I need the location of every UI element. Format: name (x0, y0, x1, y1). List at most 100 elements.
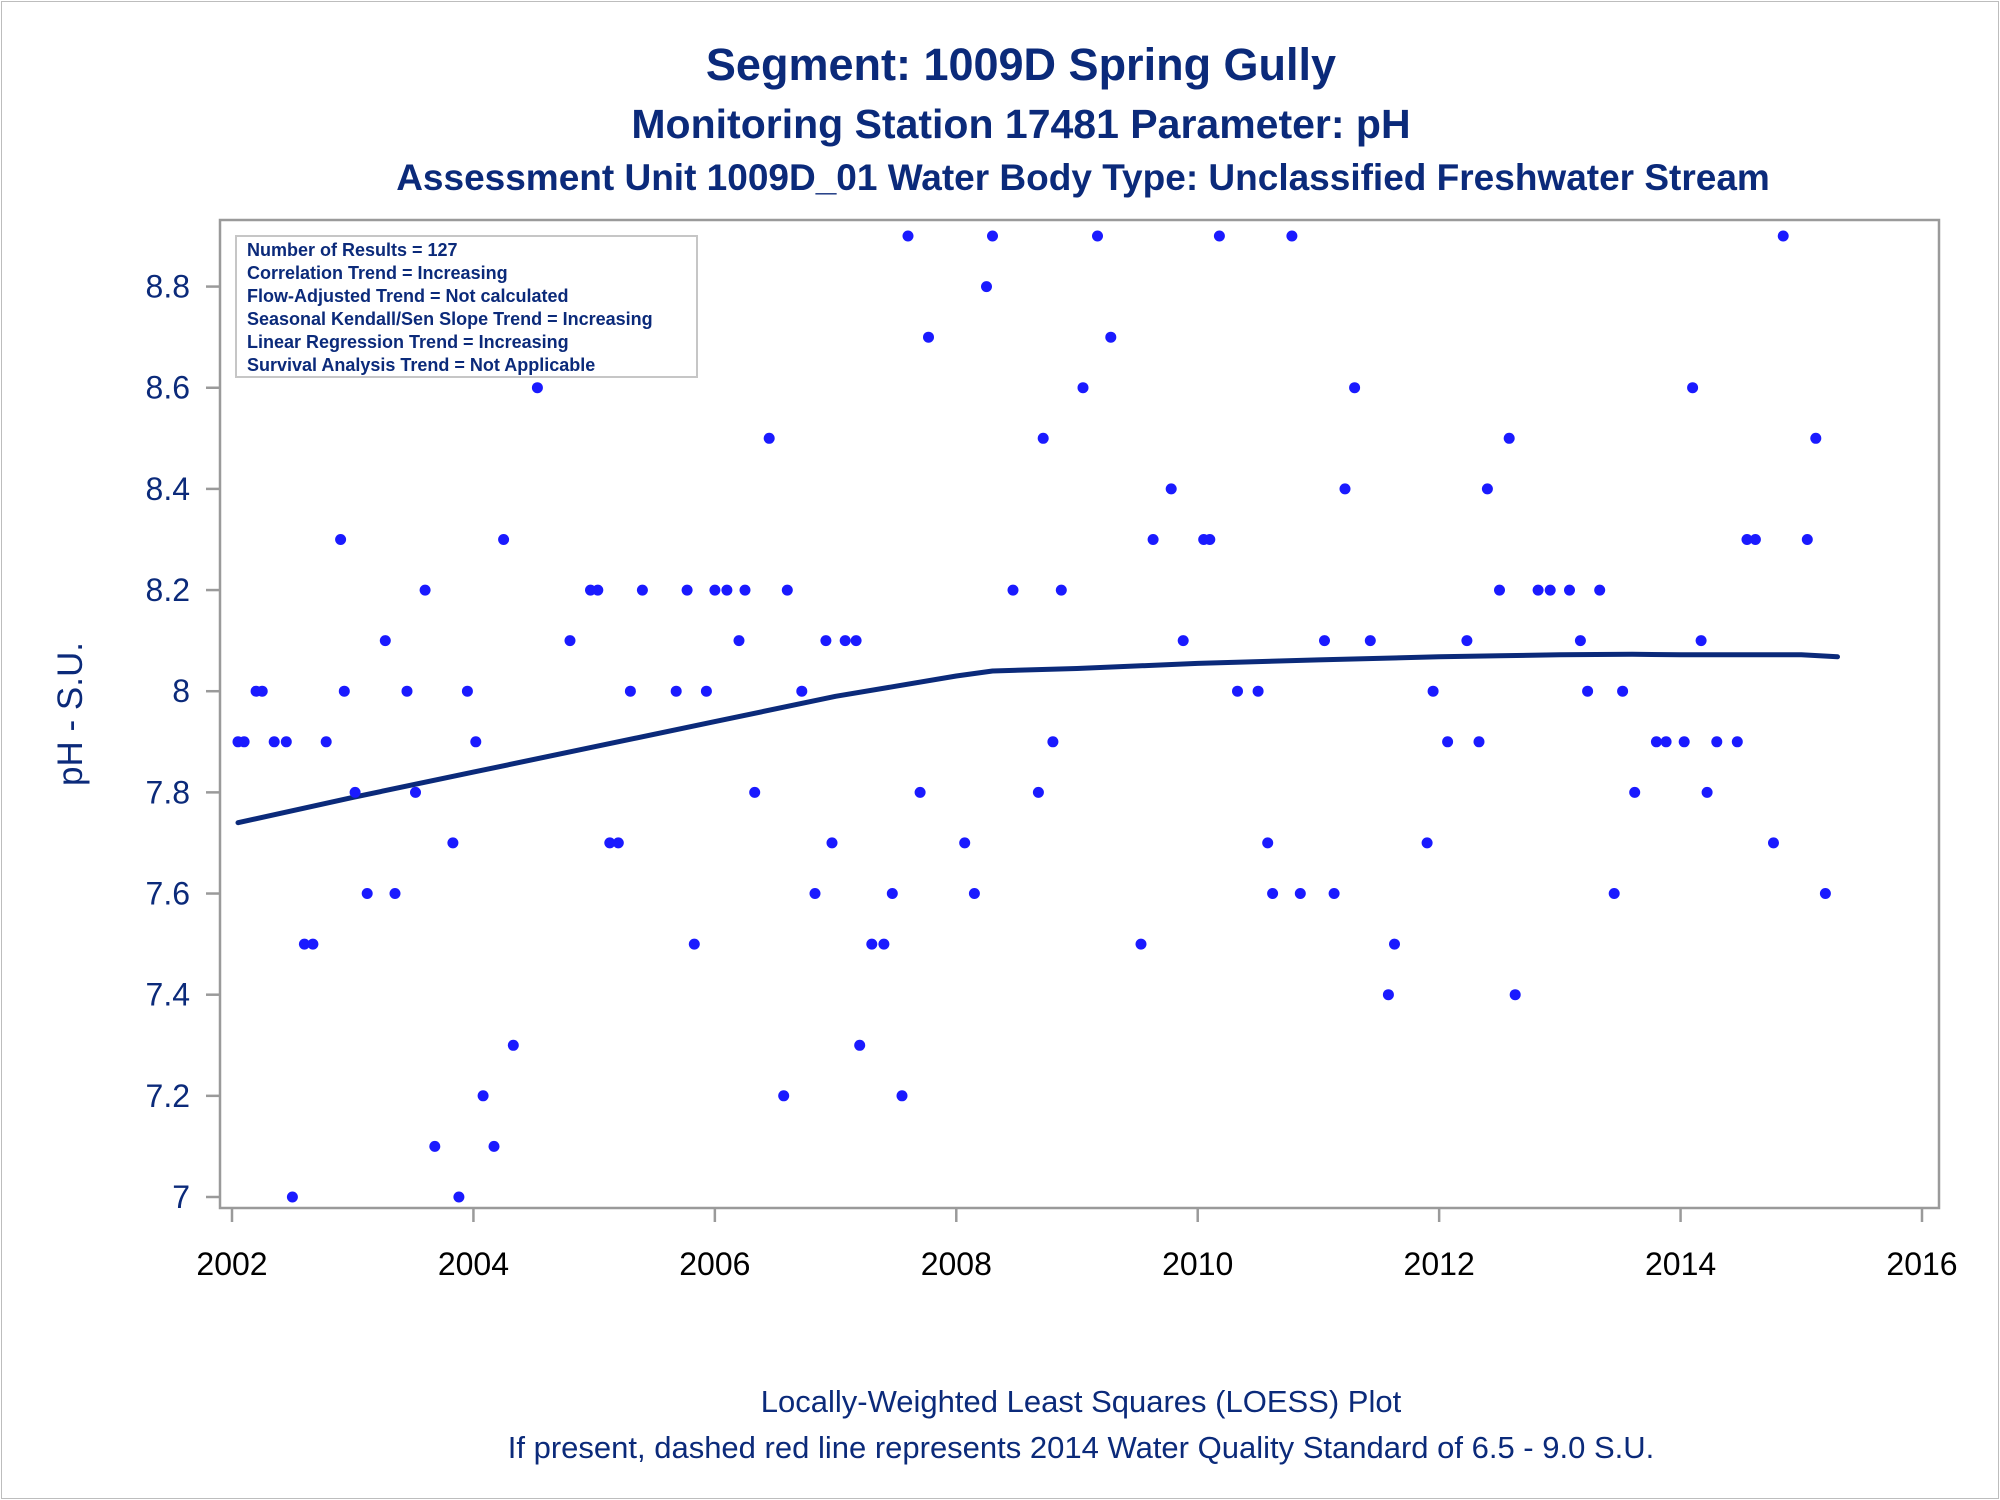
data-point (1037, 432, 1049, 444)
data-point (268, 736, 280, 748)
data-point (1777, 230, 1789, 242)
data-point (1007, 584, 1019, 596)
data-point (1594, 584, 1606, 596)
data-point (320, 736, 332, 748)
y-tick-label: 8 (172, 673, 190, 709)
data-point (1294, 888, 1306, 899)
y-tick-label: 7 (172, 1179, 190, 1215)
data-point (670, 685, 682, 697)
data-point (1165, 483, 1177, 495)
data-point (1461, 635, 1473, 647)
data-point (429, 1140, 441, 1152)
data-point (1032, 786, 1044, 798)
footnote-method: Locally-Weighted Least Squares (LOESS) P… (761, 1384, 1402, 1419)
data-point (1711, 736, 1723, 748)
data-point (1092, 230, 1103, 242)
y-tick-label: 8.8 (146, 269, 190, 305)
data-point (809, 888, 821, 899)
data-point (470, 736, 482, 748)
data-point (1687, 382, 1699, 394)
data-point (1494, 584, 1505, 596)
data-point (1544, 584, 1556, 596)
data-point (286, 1191, 298, 1203)
x-axis: 2002 2004 2006 2008 2010 2012 2014 2016 (196, 1208, 1958, 1282)
data-point (1629, 786, 1641, 798)
data-point (592, 584, 604, 596)
data-point (349, 786, 361, 798)
data-point (1055, 584, 1067, 596)
data-point (1339, 483, 1351, 495)
trend-info-line: Seasonal Kendall/Sen Slope Trend = Incre… (247, 309, 653, 329)
y-axis: 7 7.2 7.4 7.6 7.8 8 8.2 8.4 8.6 8.8 (146, 269, 220, 1215)
data-point (1267, 888, 1279, 899)
data-point (749, 786, 761, 798)
x-tick-label: 2014 (1645, 1246, 1716, 1282)
data-point (379, 635, 391, 647)
chart-subtitle-2: Assessment Unit 1009D_01 Water Body Type… (396, 157, 1770, 198)
x-tick-label: 2006 (679, 1246, 750, 1282)
data-point (238, 736, 250, 748)
data-point (1328, 888, 1340, 899)
data-point (410, 786, 421, 798)
data-point (681, 584, 693, 596)
y-tick-label: 7.2 (146, 1078, 190, 1114)
data-point (820, 635, 832, 647)
data-point (1608, 888, 1620, 899)
data-point (733, 635, 745, 647)
data-point (763, 432, 775, 444)
data-point (1532, 584, 1544, 596)
data-point (1768, 837, 1779, 849)
y-tick-label: 7.8 (146, 774, 190, 810)
data-point (335, 534, 347, 545)
data-point (1564, 584, 1575, 596)
data-point (854, 1039, 866, 1051)
data-point (839, 635, 851, 647)
trend-info-line: Survival Analysis Trend = Not Applicable (247, 355, 595, 375)
data-point (298, 938, 310, 950)
data-point (1204, 534, 1216, 545)
data-point (878, 938, 890, 950)
data-point (896, 1090, 908, 1102)
data-point (280, 736, 292, 748)
x-tick-label: 2010 (1162, 1246, 1233, 1282)
data-point (1232, 685, 1243, 697)
data-point (778, 1090, 790, 1102)
trend-info-lines: Number of Results = 127 Correlation Trend… (247, 240, 653, 375)
data-point (1819, 888, 1831, 899)
trend-info-box (235, 235, 698, 378)
data-point (1741, 534, 1753, 545)
data-point (636, 584, 648, 596)
y-tick-label: 7.4 (146, 977, 190, 1013)
x-tick-label: 2004 (438, 1246, 509, 1282)
data-point (1286, 230, 1298, 242)
data-point (1749, 534, 1761, 545)
data-point (914, 786, 926, 798)
data-point (564, 635, 576, 647)
trend-info-line: Flow-Adjusted Trend = Not calculated (247, 286, 569, 306)
data-point (1262, 837, 1274, 849)
data-point (1442, 736, 1454, 748)
x-tick-label: 2012 (1404, 1246, 1475, 1282)
chart-title: Segment: 1009D Spring Gully (706, 39, 1336, 90)
data-point (1660, 736, 1672, 748)
data-point (531, 382, 543, 394)
data-point (1421, 837, 1433, 849)
data-point (709, 584, 721, 596)
data-point (1473, 736, 1485, 748)
data-point (987, 230, 998, 242)
data-point (850, 635, 862, 647)
y-tick-label: 7.6 (146, 876, 190, 912)
data-point (781, 584, 793, 596)
data-point (688, 938, 700, 950)
data-point (826, 837, 838, 849)
data-point (902, 230, 914, 242)
data-point (968, 888, 980, 899)
x-tick-label: 2016 (1886, 1246, 1957, 1282)
data-point (1252, 685, 1264, 697)
data-point (1731, 736, 1743, 748)
plot-area (218, 218, 1941, 1210)
data-point (461, 685, 473, 697)
data-point (1047, 736, 1059, 748)
y-tick-label: 8.4 (146, 471, 190, 507)
